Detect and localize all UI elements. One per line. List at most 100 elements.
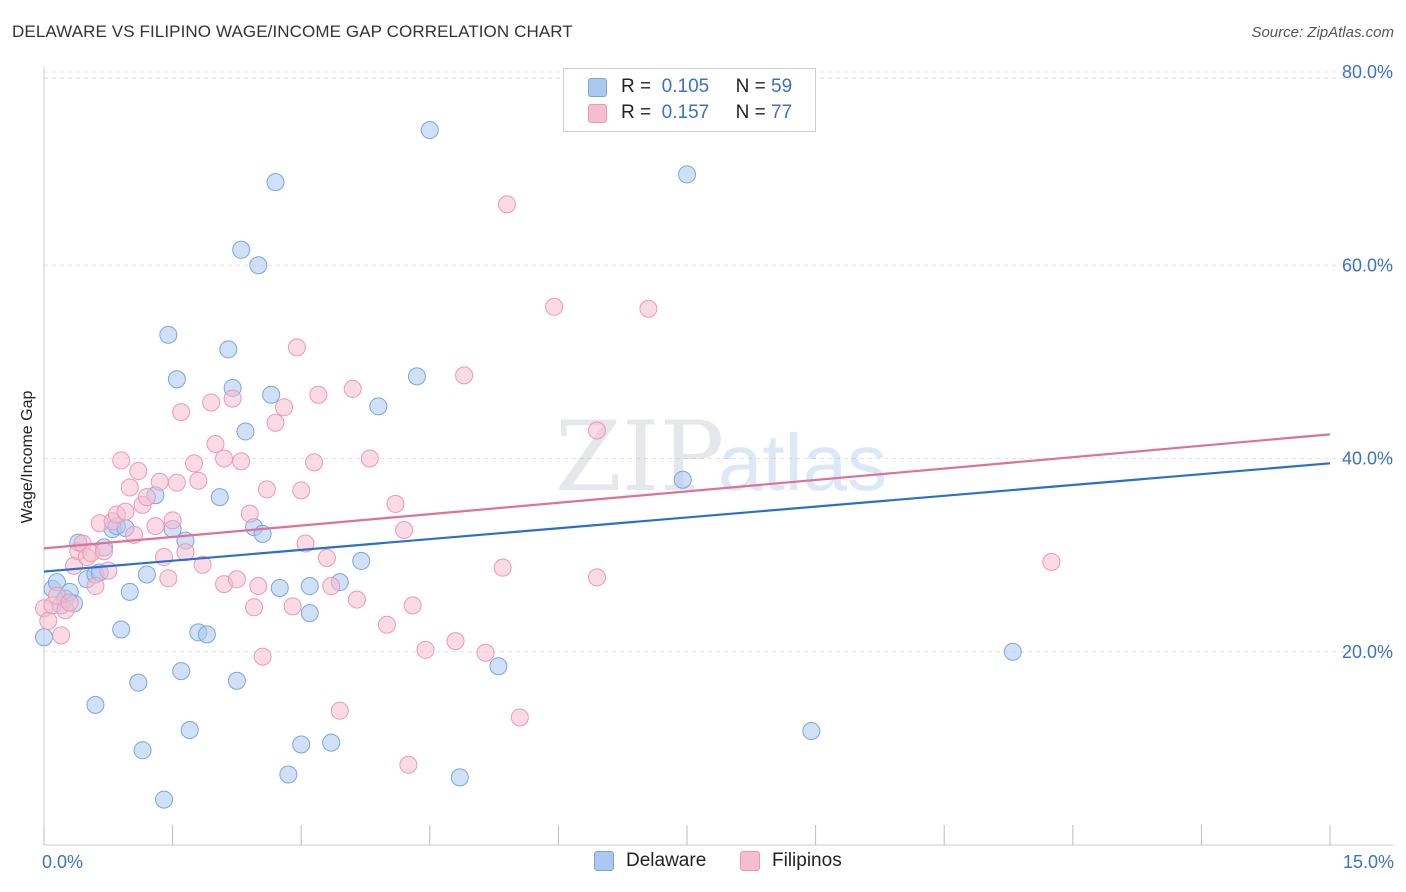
delaware-point-55 (673, 470, 692, 489)
legend-r-label-delaware: R = (621, 76, 652, 97)
source-label: Source: ZipAtlas.com (1251, 24, 1394, 41)
delaware-point-41 (266, 173, 285, 192)
series-legend: Delaware Filipinos (0, 850, 1406, 878)
series-legend-delaware[interactable]: Delaware (594, 850, 706, 872)
filipinos-point-55 (309, 385, 328, 404)
filipinos-point-58 (330, 701, 349, 720)
filipinos-point-25 (146, 517, 165, 536)
filipinos-point-68 (446, 632, 465, 651)
filipinos-point-6 (60, 593, 79, 612)
filipinos-point-61 (360, 449, 379, 468)
legend-row-filipinos: R = 0.157 N = 77 (588, 100, 792, 126)
filipinos-point-50 (283, 597, 302, 616)
filipinos-point-63 (386, 494, 405, 513)
delaware-point-19 (133, 741, 152, 760)
delaware-point-50 (369, 397, 388, 416)
series-legend-filipinos-label: Filipinos (772, 850, 842, 871)
delaware-point-42 (270, 578, 289, 597)
filipinos-point-70 (476, 643, 495, 662)
delaware-point-51 (407, 367, 426, 386)
delaware-point-44 (292, 735, 311, 754)
filipinos-point-12 (86, 577, 105, 596)
delaware-point-34 (227, 671, 246, 690)
filipinos-point-74 (545, 297, 564, 316)
filipinos-trend-line (43, 433, 1331, 550)
filipinos-point-37 (206, 435, 225, 454)
y-tick-labels: 20.0% 40.0% 60.0% 80.0% (1342, 62, 1393, 662)
filipinos-point-73 (510, 708, 529, 727)
y-tick-label-80: 80.0% (1342, 62, 1393, 82)
filipinos-point-43 (240, 504, 259, 523)
filipinos-point-57 (322, 577, 341, 596)
watermark-atlas: atlas (718, 418, 887, 507)
filipinos-point-1 (39, 611, 58, 630)
filipinos-point-76 (639, 299, 658, 318)
filipinos-point-62 (377, 615, 396, 634)
filipinos-point-64 (395, 521, 414, 540)
filipinos-point-24 (137, 488, 156, 507)
delaware-point-32 (219, 340, 238, 359)
x-tick-label-min: 0.0% (42, 852, 84, 872)
filipinos-point-67 (416, 640, 435, 659)
chart-title: DELAWARE VS FILIPINO WAGE/INCOME GAP COR… (12, 22, 573, 41)
filipinos-point-60 (347, 590, 366, 609)
y-tick-label-60: 60.0% (1342, 255, 1393, 275)
legend-n-label-delaware: N = (735, 76, 766, 97)
trend-lines (43, 433, 1331, 573)
delaware-point-30 (197, 625, 216, 644)
filipinos-point-14 (95, 542, 114, 561)
legend-row-delaware: R = 0.105 N = 59 (588, 74, 792, 100)
filipinos-point-71 (493, 558, 512, 577)
gridlines (44, 71, 1393, 653)
delaware-point-28 (180, 721, 199, 740)
filipinos-point-75 (587, 568, 606, 587)
filipinos-point-40 (223, 389, 242, 408)
filipinos-point-44 (245, 598, 264, 617)
series-swatch-delaware (594, 851, 614, 871)
delaware-point-20 (137, 565, 156, 584)
series-legend-filipinos[interactable]: Filipinos (740, 850, 842, 872)
y-tick-label-40: 40.0% (1342, 449, 1393, 469)
filipinos-point-39 (215, 449, 234, 468)
filipinos-point-28 (159, 569, 178, 588)
filipinos-point-36 (202, 393, 221, 412)
filipinos-point-18 (112, 451, 131, 470)
filipinos-point-20 (120, 478, 139, 497)
legend-swatch-filipinos (588, 103, 607, 123)
watermark-zip: ZIP (555, 401, 724, 513)
delaware-point-46 (300, 577, 319, 596)
series-legend-delaware-label: Delaware (626, 850, 707, 871)
filipinos-point-47 (257, 480, 276, 499)
filipinos-point-51 (287, 338, 306, 357)
filipinos-point-77 (1042, 552, 1061, 571)
delaware-point-52 (420, 120, 439, 139)
filipinos-point-49 (275, 398, 294, 417)
delaware-point-26 (172, 662, 191, 681)
filipinos-point-33 (185, 454, 204, 473)
filipinos-point-78 (587, 421, 606, 440)
delaware-point-40 (262, 385, 281, 404)
filipinos-point-42 (232, 452, 251, 471)
delaware-point-54 (489, 657, 508, 676)
filipinos-point-31 (172, 403, 191, 422)
delaware-point-18 (129, 673, 148, 692)
filipinos-point-52 (292, 481, 311, 500)
filipinos-point-29 (163, 511, 182, 530)
delaware-point-10 (86, 695, 105, 714)
legend-n-value-delaware: 59 (771, 76, 793, 97)
filipinos-point-34 (189, 471, 208, 490)
delaware-point-0 (35, 628, 53, 647)
delaware-trend-line (43, 462, 1331, 573)
legend-r-value-delaware: 0.105 (661, 76, 710, 97)
delaware-point-22 (155, 790, 174, 809)
filipinos-points (35, 195, 1061, 774)
x-tick-label-max: 15.0% (1342, 852, 1394, 872)
filipinos-point-69 (455, 366, 474, 385)
delaware-point-31 (210, 488, 229, 507)
filipinos-point-53 (296, 534, 315, 553)
filipinos-point-46 (253, 647, 272, 666)
filipinos-point-54 (305, 453, 324, 472)
series-swatch-filipinos (740, 851, 760, 871)
delaware-point-58 (1003, 642, 1022, 661)
